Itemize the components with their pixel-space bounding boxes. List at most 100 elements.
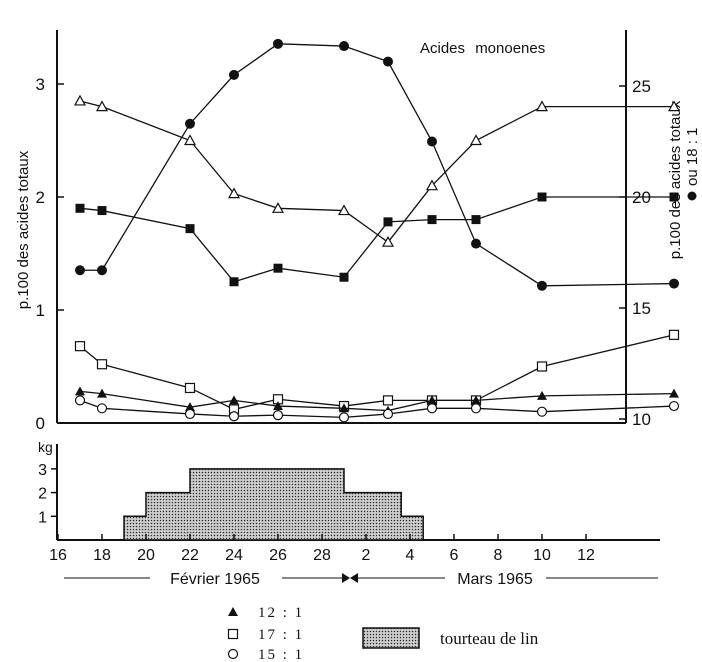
data-point-open-triangle xyxy=(667,100,681,112)
feed-tick-label: 1 xyxy=(38,509,47,526)
data-point-open-square xyxy=(74,341,86,352)
data-point-open-triangle xyxy=(73,94,87,106)
data-point-filled-triangle xyxy=(537,390,547,400)
data-point-open-square xyxy=(227,628,239,640)
data-point-filled-triangle xyxy=(185,402,195,412)
feed-step-area xyxy=(123,468,424,541)
data-point-filled-circle xyxy=(97,265,107,276)
legend: 12 : 1 17 : 1 15 : 1 tourteau de lin xyxy=(227,605,539,662)
data-point-filled-square xyxy=(75,203,85,213)
x-tick-label: 2 xyxy=(362,547,371,564)
x-tick-label: 4 xyxy=(406,547,415,564)
x-tick-label: 10 xyxy=(533,547,551,564)
data-point-open-square xyxy=(536,361,548,372)
data-point-filled-circle xyxy=(229,69,239,80)
chart-title: Acides monoenes xyxy=(420,40,545,57)
data-point-filled-triangle xyxy=(97,388,107,398)
x-tick-label: 6 xyxy=(450,547,459,564)
x-tick-label: 22 xyxy=(181,547,199,564)
legend-label: 12 : 1 xyxy=(258,605,304,621)
data-point-open-triangle xyxy=(95,100,109,112)
data-point-filled-triangle xyxy=(669,388,679,398)
data-point-open-square xyxy=(96,359,108,370)
data-point-open-triangle xyxy=(381,235,395,247)
x-tick-label: 28 xyxy=(313,547,331,564)
legend-label: 15 : 1 xyxy=(258,647,304,662)
data-point-open-circle xyxy=(96,403,108,414)
data-point-open-circle xyxy=(227,648,239,660)
data-point-filled-circle xyxy=(339,41,349,52)
data-point-open-triangle xyxy=(469,134,483,146)
data-point-filled-square xyxy=(273,263,283,273)
x-tick-label: 8 xyxy=(494,547,503,564)
data-point-open-triangle xyxy=(425,179,439,191)
data-point-filled-square xyxy=(383,217,393,227)
data-point-open-circle xyxy=(228,411,240,422)
data-point-open-triangle xyxy=(535,100,549,112)
data-point-open-triangle xyxy=(183,134,197,146)
x-tick-label: 18 xyxy=(93,547,111,564)
data-point-filled-circle xyxy=(383,56,393,67)
data-point-filled-square xyxy=(229,277,239,287)
data-point-open-circle xyxy=(668,400,680,412)
left-tick-label: 1 xyxy=(36,301,45,320)
right-axis-label: p.100 des acides totaux xyxy=(667,100,684,259)
data-point-filled-triangle xyxy=(471,395,481,405)
right-axis-sublabel-group: ou 18 : 1 xyxy=(684,128,701,201)
data-point-filled-triangle xyxy=(273,401,283,411)
series-open-square xyxy=(74,329,680,415)
month-arrow-left xyxy=(350,573,358,583)
data-point-open-circle xyxy=(338,412,350,423)
right-tick-label: 15 xyxy=(632,299,651,318)
x-tick-label: 20 xyxy=(137,547,155,564)
left-axis-label: p.100 des acides totaux xyxy=(15,150,32,309)
data-point-filled-circle xyxy=(669,278,679,289)
series-line xyxy=(79,399,675,419)
data-point-open-circle xyxy=(470,403,482,414)
data-point-open-triangle xyxy=(271,202,285,213)
data-point-filled-circle xyxy=(273,38,283,49)
series-filled-triangle xyxy=(75,386,679,415)
data-point-filled-circle xyxy=(471,238,481,249)
data-point-filled-circle xyxy=(185,118,195,129)
data-point-filled-square xyxy=(97,206,107,216)
data-point-open-square xyxy=(668,329,680,340)
series-line xyxy=(80,43,675,287)
data-point-filled-square xyxy=(669,192,679,202)
data-point-filled-triangle xyxy=(229,395,239,405)
legend-fill-label: tourteau de lin xyxy=(440,629,539,648)
data-point-open-circle xyxy=(536,406,548,417)
data-point-filled-square xyxy=(339,272,349,282)
data-point-open-square xyxy=(382,395,394,406)
data-point-filled-circle xyxy=(537,280,547,291)
series-line xyxy=(79,334,675,411)
x-tick-label: 12 xyxy=(577,547,595,564)
feed-tick-label: 2 xyxy=(38,486,47,503)
right-tick-label: 10 xyxy=(632,410,651,429)
series-line xyxy=(79,196,674,283)
left-tick-label: 2 xyxy=(36,188,45,207)
series-open-circle xyxy=(74,395,680,423)
data-point-filled-circle xyxy=(427,136,437,147)
data-point-open-circle xyxy=(426,403,438,414)
series-filled-circle xyxy=(75,38,679,291)
data-point-filled-triangle xyxy=(339,403,349,413)
data-point-filled-triangle xyxy=(75,386,85,396)
data-point-open-circle xyxy=(272,409,284,421)
right-tick-label: 25 xyxy=(632,77,651,96)
feed-tick-label: 3 xyxy=(38,462,47,479)
series-line xyxy=(79,100,674,244)
data-point-filled-square xyxy=(427,215,437,225)
x-tick-label: 16 xyxy=(49,547,67,564)
data-point-open-circle xyxy=(74,395,86,406)
right-axis-sublabel: ou 18 : 1 xyxy=(684,128,701,186)
data-point-filled-square xyxy=(185,224,195,234)
data-point-filled-triangle xyxy=(228,607,238,616)
data-point-filled-circle xyxy=(75,265,85,276)
series-line xyxy=(79,390,675,412)
data-point-open-circle xyxy=(382,408,394,420)
data-point-filled-square xyxy=(471,215,481,225)
data-point-open-square xyxy=(184,382,196,394)
